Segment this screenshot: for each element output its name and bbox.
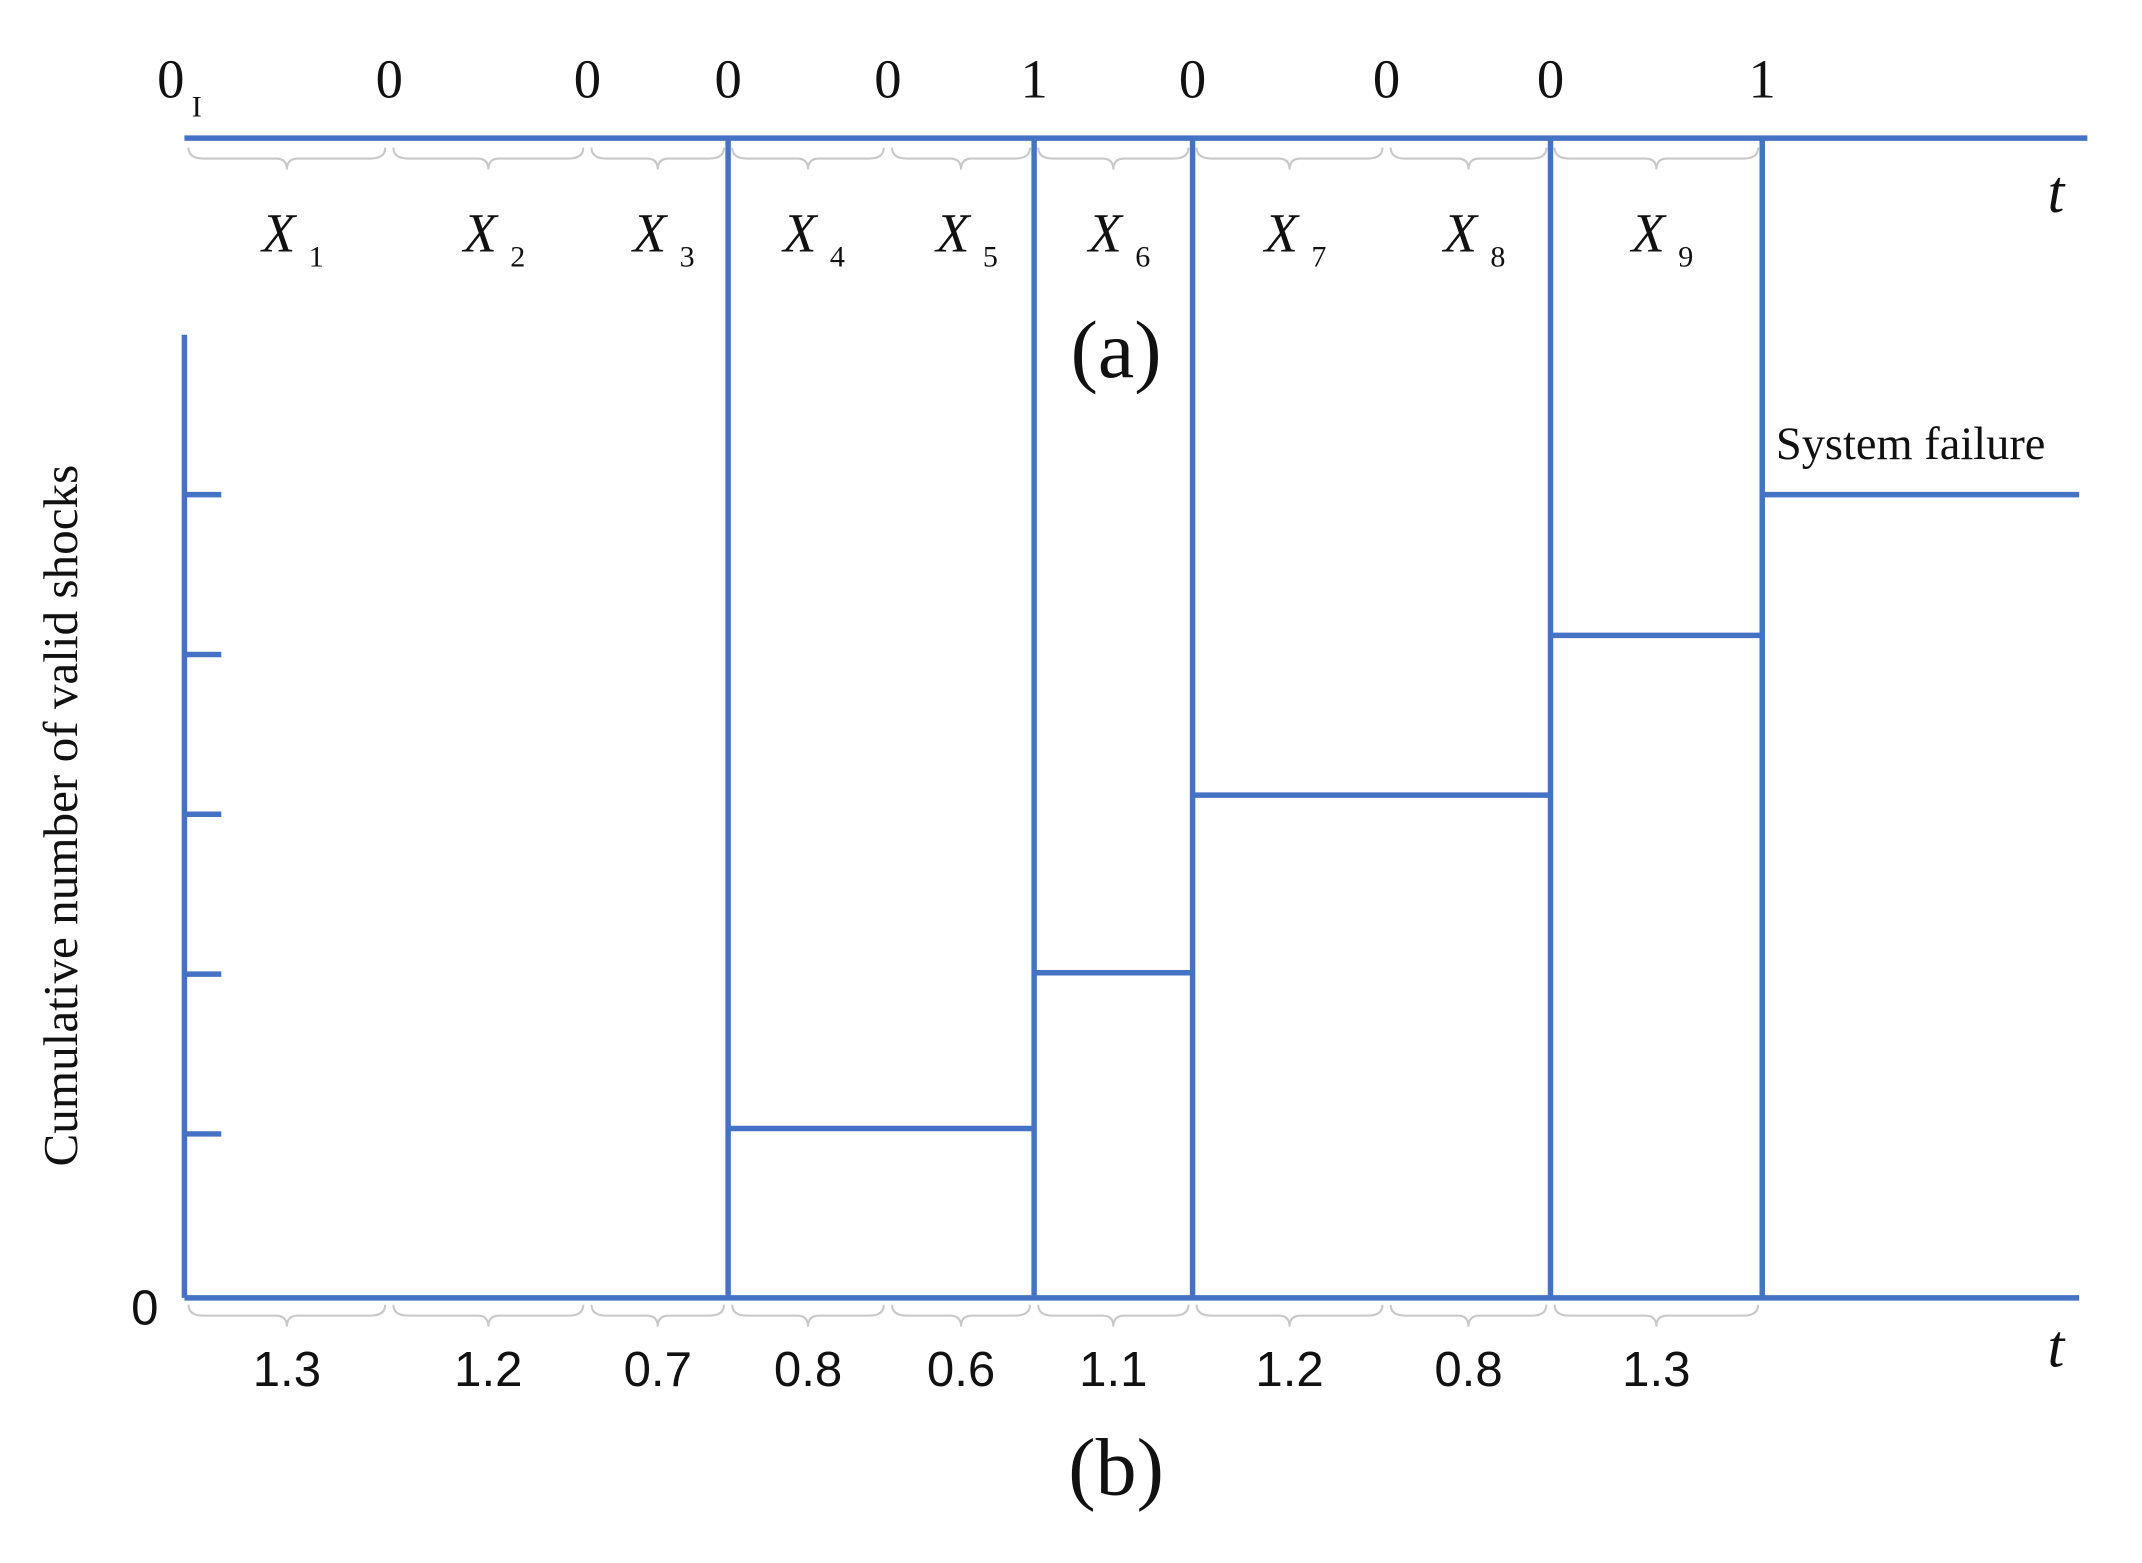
interval-symbol: X — [1086, 203, 1124, 264]
interval-subscript: 2 — [510, 240, 525, 274]
brace — [731, 1304, 885, 1327]
interval-subscript: 4 — [830, 240, 845, 274]
brace — [891, 147, 1032, 170]
brace — [891, 1304, 1032, 1327]
interval-symbol: X — [260, 203, 298, 264]
shock-mark: 0 — [874, 48, 901, 109]
interval-symbol: X — [1442, 203, 1480, 264]
origin-label: 0 — [131, 1281, 158, 1336]
brace — [590, 1304, 726, 1327]
interval-subscript: 7 — [1311, 240, 1326, 274]
duration: 1.3 — [1622, 1342, 1690, 1397]
shock-mark: 1 — [1020, 48, 1047, 109]
shock-mark: 0 — [1179, 48, 1206, 109]
axis-label: t — [2048, 1313, 2066, 1380]
duration: 0.6 — [927, 1342, 995, 1397]
interval-subscript: 6 — [1135, 240, 1150, 274]
brace — [1553, 1304, 1760, 1327]
duration: 0.8 — [1434, 1342, 1502, 1397]
interval-subscript: 5 — [983, 240, 998, 274]
brace — [590, 147, 726, 170]
shock-mark: 0 — [574, 48, 601, 109]
duration: 1.3 — [253, 1342, 321, 1397]
interval-symbol: X — [1629, 203, 1667, 264]
duration: 0.8 — [774, 1342, 842, 1397]
shock-mark: 0 — [376, 48, 403, 109]
brace — [1037, 1304, 1190, 1327]
shock-mark-subscript: I — [192, 89, 202, 123]
interval-subscript: 9 — [1678, 240, 1693, 274]
brace — [187, 1304, 387, 1327]
brace — [1195, 147, 1384, 170]
interval-subscript: 1 — [309, 240, 324, 274]
shock-mark: 0 — [157, 48, 184, 109]
shock-mark: 1 — [1749, 48, 1776, 109]
interval-symbol: X — [461, 203, 499, 264]
brace — [1389, 147, 1548, 170]
interval-symbol: X — [781, 203, 819, 264]
axis-label: t — [2048, 159, 2066, 226]
shock-mark: 0 — [1373, 48, 1400, 109]
brace — [731, 147, 885, 170]
duration: 0.7 — [624, 1342, 692, 1397]
shock-mark: 0 — [714, 48, 741, 109]
shock-mark: 0 — [1537, 48, 1564, 109]
caption: (a) — [1071, 304, 1162, 395]
interval-subscript: 8 — [1490, 240, 1505, 274]
brace — [392, 1304, 585, 1327]
brace — [1389, 1304, 1548, 1327]
interval-symbol: X — [1263, 203, 1301, 264]
brace — [1195, 1304, 1384, 1327]
brace — [1553, 147, 1760, 170]
interval-subscript: 3 — [680, 240, 695, 274]
brace — [187, 147, 387, 170]
duration: 1.2 — [454, 1342, 522, 1397]
interval-symbol: X — [631, 203, 669, 264]
duration: 1.1 — [1079, 1342, 1147, 1397]
interval-symbol: X — [934, 203, 972, 264]
brace — [1037, 147, 1190, 170]
annotation: System failure — [1776, 419, 2046, 470]
duration: 1.2 — [1255, 1342, 1323, 1397]
y-axis-label: Cumulative number of valid shocks — [33, 465, 88, 1167]
caption: (b) — [1068, 1421, 1164, 1512]
brace — [392, 147, 585, 170]
